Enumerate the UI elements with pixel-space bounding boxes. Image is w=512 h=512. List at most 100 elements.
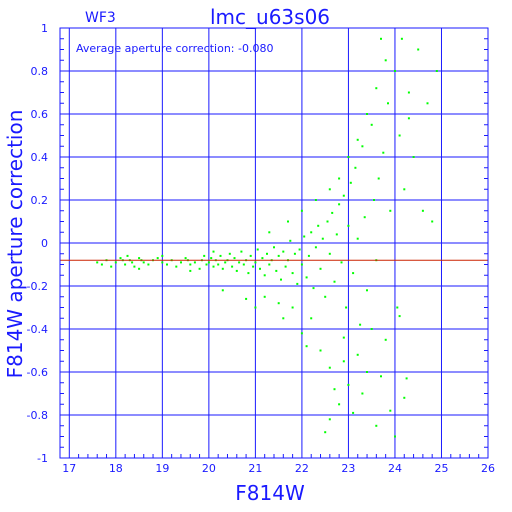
y-tick-label: 1: [41, 22, 48, 35]
data-point: [319, 267, 322, 270]
data-point: [300, 332, 303, 335]
y-tick-label: 0.8: [31, 65, 49, 78]
data-point: [400, 37, 403, 40]
y-tick-label: 0.4: [31, 151, 49, 164]
data-point: [328, 252, 331, 255]
data-point: [277, 254, 280, 257]
data-point: [219, 254, 222, 257]
data-point: [333, 280, 336, 283]
data-point: [370, 328, 373, 330]
data-point: [359, 323, 362, 326]
data-point: [205, 263, 208, 266]
y-tick-label: 0: [41, 237, 48, 250]
data-point: [268, 263, 271, 266]
data-point: [303, 235, 306, 238]
data-point: [212, 250, 215, 253]
data-point: [217, 263, 220, 266]
data-point: [389, 409, 392, 412]
data-point: [138, 257, 141, 260]
data-point: [307, 254, 310, 257]
data-point: [342, 194, 345, 197]
data-point: [254, 261, 257, 264]
data-point: [254, 306, 257, 309]
data-point: [259, 267, 261, 270]
data-point: [380, 375, 382, 378]
data-point: [373, 199, 375, 201]
data-point: [263, 274, 266, 277]
data-point: [203, 254, 206, 257]
data-point: [193, 261, 196, 264]
data-point: [133, 265, 136, 268]
y-tick-label: -0.4: [27, 323, 48, 336]
axis-ticks: 17 18 19 20 21 22 23 24 25 26 -1 -0.8 -0.6 -0.4 -0.2 0 0…: [27, 22, 495, 475]
data-point: [326, 220, 329, 223]
y-tick-label: 0.2: [31, 194, 49, 207]
data-point: [189, 269, 192, 272]
data-point: [347, 224, 350, 227]
data-point: [407, 117, 410, 120]
data-point: [119, 257, 122, 260]
x-tick-label: 18: [109, 462, 123, 475]
x-tick-label: 22: [295, 462, 309, 475]
data-point: [384, 338, 387, 341]
y-tick-label: -1: [37, 452, 48, 465]
data-point: [417, 48, 420, 51]
data-point: [275, 269, 278, 272]
data-point: [352, 272, 355, 275]
data-point: [394, 70, 396, 72]
data-point: [249, 254, 252, 257]
data-point: [366, 371, 368, 373]
data-point: [356, 237, 359, 240]
data-point: [291, 306, 294, 309]
data-point: [387, 102, 389, 105]
data-point: [382, 151, 385, 154]
y-tick-label: 0.6: [31, 108, 49, 121]
data-point: [175, 265, 178, 268]
data-point: [377, 177, 380, 180]
data-point: [412, 156, 415, 158]
y-tick-label: -0.2: [27, 280, 48, 293]
data-point: [328, 418, 331, 421]
data-point: [321, 237, 324, 240]
data-point: [110, 265, 113, 268]
data-point: [375, 424, 378, 427]
data-point: [340, 261, 343, 264]
x-tick-label: 19: [155, 462, 169, 475]
data-point: [345, 306, 348, 309]
data-point: [398, 315, 401, 318]
data-point: [247, 272, 250, 275]
data-point: [366, 289, 368, 292]
data-point: [338, 177, 341, 180]
data-point: [189, 263, 192, 266]
data-point: [96, 261, 99, 264]
x-tick-label: 20: [202, 462, 216, 475]
data-point: [221, 267, 224, 270]
data-point: [305, 345, 308, 348]
data-point: [331, 211, 334, 214]
data-point: [300, 209, 303, 212]
y-tick-label: -0.8: [27, 409, 48, 422]
x-axis-label: F814W: [235, 481, 305, 505]
data-point: [291, 272, 294, 275]
average-correction-annotation: Average aperture correction: -0.080: [76, 42, 273, 55]
data-point: [284, 265, 287, 268]
data-point: [314, 246, 317, 249]
data-point: [407, 91, 410, 94]
x-tick-label: 17: [62, 462, 76, 475]
x-tick-label: 25: [434, 462, 448, 475]
data-point: [380, 37, 382, 40]
data-point: [233, 257, 236, 260]
data-point: [338, 203, 341, 206]
data-point: [273, 246, 275, 249]
data-point: [317, 224, 320, 227]
data-point: [398, 134, 401, 137]
data-point: [396, 306, 399, 309]
data-points: [96, 37, 438, 438]
data-point: [131, 261, 134, 264]
data-point: [221, 289, 224, 292]
data-point: [231, 265, 234, 268]
data-point: [282, 250, 285, 253]
data-point: [335, 233, 338, 236]
data-point: [210, 257, 213, 260]
data-point: [426, 102, 429, 105]
